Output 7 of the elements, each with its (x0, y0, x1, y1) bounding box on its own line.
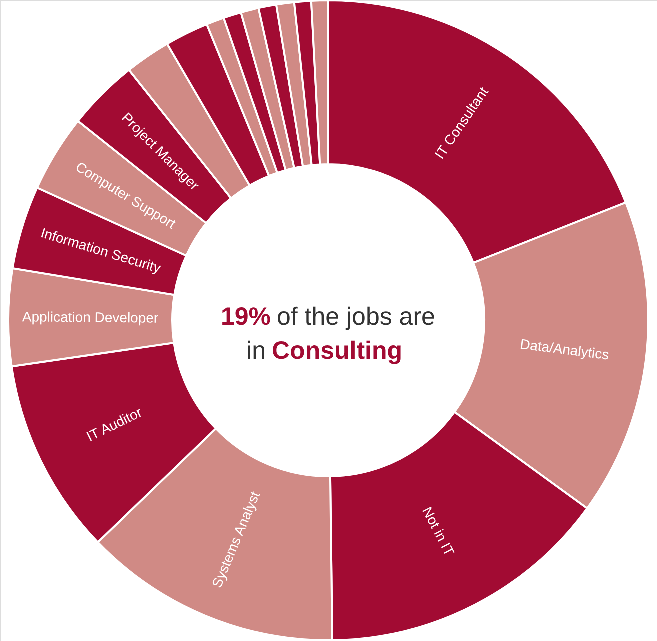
slice-label: Data/Analytics (519, 336, 610, 363)
text: Consulting (272, 337, 403, 365)
slice-label: Not in IT (420, 504, 458, 559)
text: 19% (220, 303, 271, 331)
text: in (246, 337, 266, 365)
text: of the jobs are (277, 303, 436, 331)
slice-label: Application Developer (22, 308, 160, 326)
